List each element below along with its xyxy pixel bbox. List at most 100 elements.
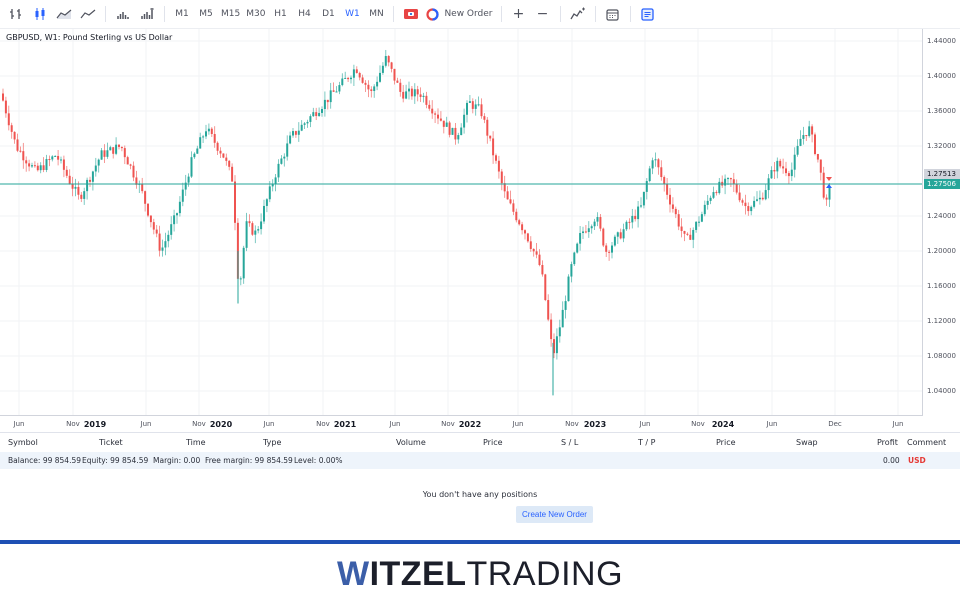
time-tick-label: Jun: [389, 420, 401, 428]
price-tick-label: 1.16000: [927, 282, 956, 290]
timeframe-d1[interactable]: D1: [322, 9, 335, 19]
time-tick-label: Nov: [192, 420, 206, 428]
price-tick-label: 1.08000: [927, 352, 956, 360]
equity-value: Equity: 99 854.59: [82, 456, 149, 465]
balance-value: Balance: 99 854.59: [8, 456, 81, 465]
price-tick-label: 1.20000: [927, 247, 956, 255]
column-header[interactable]: Comment: [907, 438, 947, 447]
time-tick-label: Jun: [140, 420, 152, 428]
toolbar-divider: [105, 6, 106, 22]
price-tick-label: 1.44000: [927, 37, 956, 45]
line-chart-button[interactable]: [76, 3, 100, 25]
area-chart-button[interactable]: [52, 3, 76, 25]
time-tick-label: Jun: [13, 420, 25, 428]
toolbar-divider: [393, 6, 395, 22]
timeframe-mn[interactable]: MN: [369, 9, 384, 19]
bid-price-tag: 1.27506: [924, 179, 960, 189]
timeframe-m1[interactable]: M1: [175, 9, 189, 19]
timeframe-m30[interactable]: M30: [246, 9, 266, 19]
column-header[interactable]: Symbol: [8, 438, 38, 447]
zoom-out-button[interactable]: −: [536, 6, 549, 22]
margin-level-value: Level: 0.00%: [294, 456, 343, 465]
area-icon: [56, 9, 72, 19]
chart-container: GBPUSD, W1: Pound Sterling vs US Dollar …: [0, 29, 960, 432]
free-margin-value: Free margin: 99 854.59: [205, 456, 293, 465]
time-tick-label: Jun: [639, 420, 651, 428]
account-summary-row: Balance: 99 854.59 Equity: 99 854.59 Mar…: [0, 452, 960, 469]
time-tick-label: Jun: [892, 420, 904, 428]
chart-title: GBPUSD, W1: Pound Sterling vs US Dollar: [6, 33, 173, 42]
create-new-order-button[interactable]: Create New Order: [516, 506, 593, 523]
timeframe-h4[interactable]: H4: [298, 9, 311, 19]
timeframe-m15[interactable]: M15: [221, 9, 241, 19]
timeframe-m5[interactable]: M5: [199, 9, 213, 19]
time-tick-label: Nov: [441, 420, 455, 428]
column-header[interactable]: Type: [263, 438, 282, 447]
time-tick-label: 2021: [333, 420, 357, 429]
time-tick-label: 2022: [458, 420, 482, 429]
time-tick-label: Jun: [766, 420, 778, 428]
column-header[interactable]: Profit: [877, 438, 898, 447]
column-header[interactable]: S / L: [561, 438, 579, 447]
tick-volume-icon: [141, 8, 154, 19]
time-axis[interactable]: Jun Nov 2019 Jun Nov 2020 Jun Nov 2021 Jun Nov 2022…: [0, 416, 923, 432]
time-tick-label: Jun: [263, 420, 275, 428]
calendar-button[interactable]: [601, 3, 625, 25]
toolbar-divider: [629, 6, 631, 22]
toolbar-divider: [559, 6, 561, 22]
candles-chart-button[interactable]: [28, 3, 52, 25]
toolbar-divider: [500, 6, 502, 22]
time-tick-label: Nov: [691, 420, 705, 428]
time-tick-label: Nov: [565, 420, 579, 428]
line-icon: [80, 9, 96, 19]
zoom-in-button[interactable]: +: [512, 6, 525, 22]
time-tick-label: Jun: [512, 420, 524, 428]
positions-table-header: Symbol Ticket Time Type Volume Price S / L T / …: [0, 433, 960, 452]
trade-panel-toggle-button[interactable]: [636, 3, 660, 25]
price-tick-label: 1.12000: [927, 317, 956, 325]
column-header[interactable]: Price: [483, 438, 503, 447]
column-header[interactable]: Volume: [396, 438, 426, 447]
price-tick-label: 1.24000: [927, 212, 956, 220]
column-header[interactable]: T / P: [638, 438, 656, 447]
indicators-button[interactable]: [566, 3, 590, 25]
volume-button[interactable]: [111, 3, 135, 25]
timeframe-h1[interactable]: H1: [274, 9, 287, 19]
bars-chart-button[interactable]: [4, 3, 28, 25]
witzel-trading-logo: W ITZEL TRADING: [336, 554, 624, 593]
price-tick-label: 1.04000: [927, 387, 956, 395]
time-tick-label: 2024: [711, 420, 735, 429]
timeframe-w1[interactable]: W1: [345, 9, 360, 19]
bars-icon: [10, 9, 21, 19]
chart-toolbar: M1 M5 M15 M30 H1 H4 D1 W1 MN New Order + −: [0, 0, 960, 29]
brand-divider: [0, 540, 960, 544]
indicators-icon: [569, 7, 585, 20]
toolbar-divider: [164, 6, 165, 22]
price-tick-label: 1.36000: [927, 107, 956, 115]
new-order-icon: [426, 7, 440, 21]
price-axis[interactable]: 1.44000 1.40000 1.36000 1.32000 1.24000 1.200…: [923, 29, 960, 416]
calendar-icon: [606, 8, 619, 21]
one-click-trading-button[interactable]: [399, 3, 423, 25]
time-tick-label: Dec: [828, 420, 842, 428]
column-header[interactable]: Price: [716, 438, 736, 447]
ask-price-tag: 1.27513: [924, 169, 960, 179]
one-click-trading-icon: [404, 9, 419, 19]
price-tick-label: 1.32000: [927, 142, 956, 150]
timeframe-group: M1 M5 M15 M30 H1 H4 D1 W1 MN: [170, 3, 388, 25]
time-tick-label: 2020: [209, 420, 233, 429]
candlestick-chart: [0, 29, 922, 415]
column-header[interactable]: Ticket: [99, 438, 123, 447]
margin-value: Margin: 0.00: [153, 456, 201, 465]
column-header[interactable]: Time: [186, 438, 206, 447]
brand-footer: W ITZEL TRADING: [0, 544, 960, 600]
price-tick-label: 1.40000: [927, 72, 956, 80]
chart-canvas[interactable]: GBPUSD, W1: Pound Sterling vs US Dollar: [0, 29, 923, 416]
column-header[interactable]: Swap: [796, 438, 818, 447]
time-tick-label: Nov: [316, 420, 330, 428]
time-tick-label: 2023: [583, 420, 607, 429]
empty-positions-message: You don't have any positions: [422, 490, 538, 499]
new-order-button[interactable]: New Order: [423, 3, 495, 25]
total-profit-value: 0.00: [883, 456, 900, 465]
tick-volume-button[interactable]: [135, 3, 159, 25]
